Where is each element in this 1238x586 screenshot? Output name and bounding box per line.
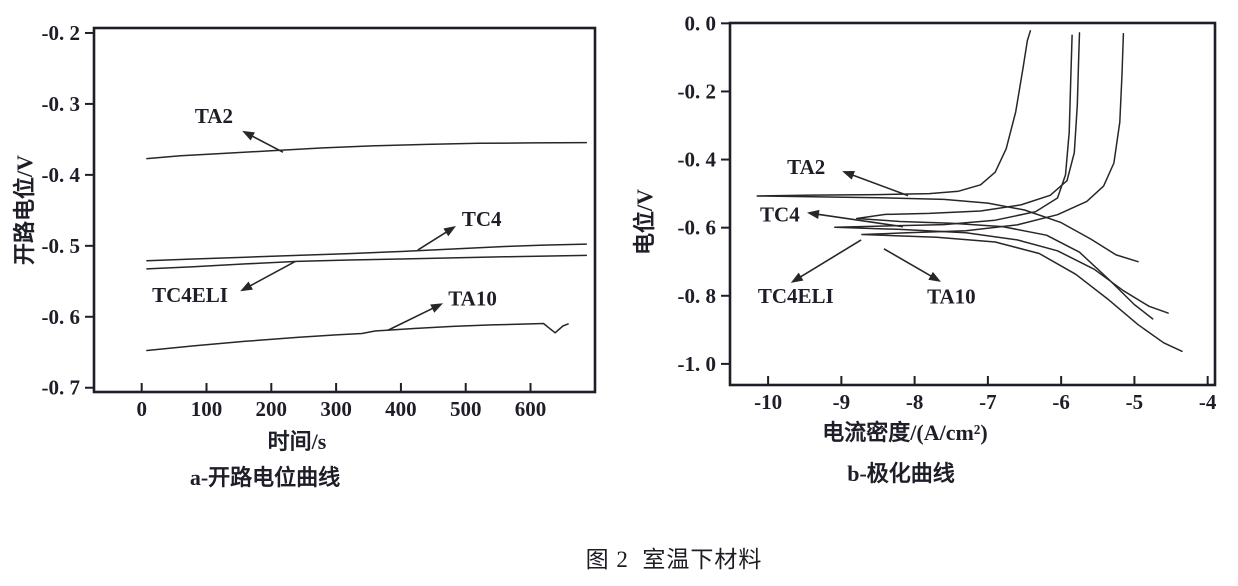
series-TA10-curve — [146, 322, 569, 352]
y-tick-label: -0. 5 — [42, 234, 81, 258]
y-tick-label: -1. 0 — [678, 352, 717, 376]
annotation-leader-line — [417, 228, 452, 251]
annotation-label-TA10: TA10 — [927, 284, 976, 308]
annotation-label-TC4ELI: TC4ELI — [152, 283, 228, 307]
annotation-leader-line — [247, 132, 284, 153]
x-tick-label: -10 — [754, 390, 782, 414]
annotation-arrowhead-icon — [806, 209, 820, 219]
annotation-label-TC4: TC4 — [462, 207, 502, 231]
x-tick-label: -8 — [906, 390, 924, 414]
annotation-label-TA2: TA2 — [195, 104, 233, 128]
x-tick-label: -5 — [1126, 390, 1144, 414]
series-TA10-curve — [861, 32, 1183, 353]
y-tick-label: -0. 4 — [42, 163, 81, 187]
chart-a-panel: 0 100 200 300 400 500 600 -0. 2 -0. 3 -0. 4 -0. 5 -… — [12, 21, 597, 490]
x-tick-label: 500 — [450, 397, 482, 421]
x-tick-label: 100 — [191, 397, 223, 421]
x-tick-label: 600 — [515, 397, 547, 421]
x-axis-label: 时间/s — [268, 429, 327, 454]
annotation-arrowhead-icon — [790, 272, 804, 283]
x-tick-label: -6 — [1052, 390, 1070, 414]
series-TC4ELI-curve — [146, 254, 588, 270]
y-tick-label: -0. 6 — [678, 216, 717, 240]
annotation-leader-line — [387, 305, 438, 331]
y-tick-label: -0. 8 — [678, 284, 717, 308]
annotation-leader-line — [883, 248, 937, 280]
chart-b-frame — [728, 21, 1217, 387]
y-axis-label: 开路电位/V — [12, 155, 37, 265]
y-axis-label: 电位/V — [632, 189, 657, 255]
y-tick-label: -0. 3 — [42, 92, 81, 116]
y-tick-label: -0. 2 — [678, 79, 717, 103]
annotation-arrowhead-icon — [928, 271, 941, 282]
y-tick-label: -0. 2 — [42, 21, 81, 45]
annotation-leader-line — [812, 212, 904, 228]
series-TA2-curve — [146, 141, 588, 160]
x-tick-label: 300 — [320, 397, 352, 421]
y-tick-label: -0. 7 — [42, 376, 81, 400]
annotation-arrowhead-icon — [842, 171, 855, 180]
annotation-label-TA10: TA10 — [448, 286, 497, 310]
series-TC4-curve — [855, 32, 1154, 320]
chart-b-panel: -10 -9 -8 -7 -6 -5 -4 0. 0 -0. 2 -0. 4 -0. 6 -0. 8 -… — [632, 11, 1217, 486]
annotation-leader-line — [847, 172, 909, 197]
annotation-arrowhead-icon — [430, 303, 444, 313]
annotation-leader-line — [245, 260, 296, 290]
annotation-arrowhead-icon — [240, 281, 253, 292]
series-TC4ELI-curve — [834, 34, 1169, 314]
panel-subtitle-a: a-开路电位曲线 — [190, 465, 340, 490]
panel-subtitle-b: b-极化曲线 — [847, 461, 955, 486]
y-tick-label: -0. 6 — [42, 305, 81, 329]
series-TC4-curve — [146, 243, 588, 262]
x-axis-label: 电流密度/(A/cm²) — [822, 420, 987, 445]
x-tick-label: 200 — [256, 397, 288, 421]
annotation-label-TA2: TA2 — [787, 155, 825, 179]
x-tick-label: -7 — [979, 390, 997, 414]
x-tick-label: -4 — [1199, 390, 1217, 414]
x-tick-label: 0 — [136, 397, 147, 421]
x-tick-label: -9 — [833, 390, 851, 414]
annotation-arrowhead-icon — [242, 130, 255, 141]
annotation-arrowhead-icon — [443, 225, 456, 237]
y-tick-label: -0. 4 — [678, 148, 717, 172]
chart-a-frame — [92, 26, 597, 394]
annotation-label-TC4: TC4 — [760, 203, 800, 227]
annotation-label-TC4ELI: TC4ELI — [758, 284, 834, 308]
annotation-leader-line — [795, 239, 862, 281]
figure-caption: 图 2 室温下材料 — [585, 547, 763, 572]
series-TA2-curve — [756, 30, 1139, 263]
x-tick-label: 400 — [385, 397, 417, 421]
y-tick-label: 0. 0 — [685, 11, 717, 35]
